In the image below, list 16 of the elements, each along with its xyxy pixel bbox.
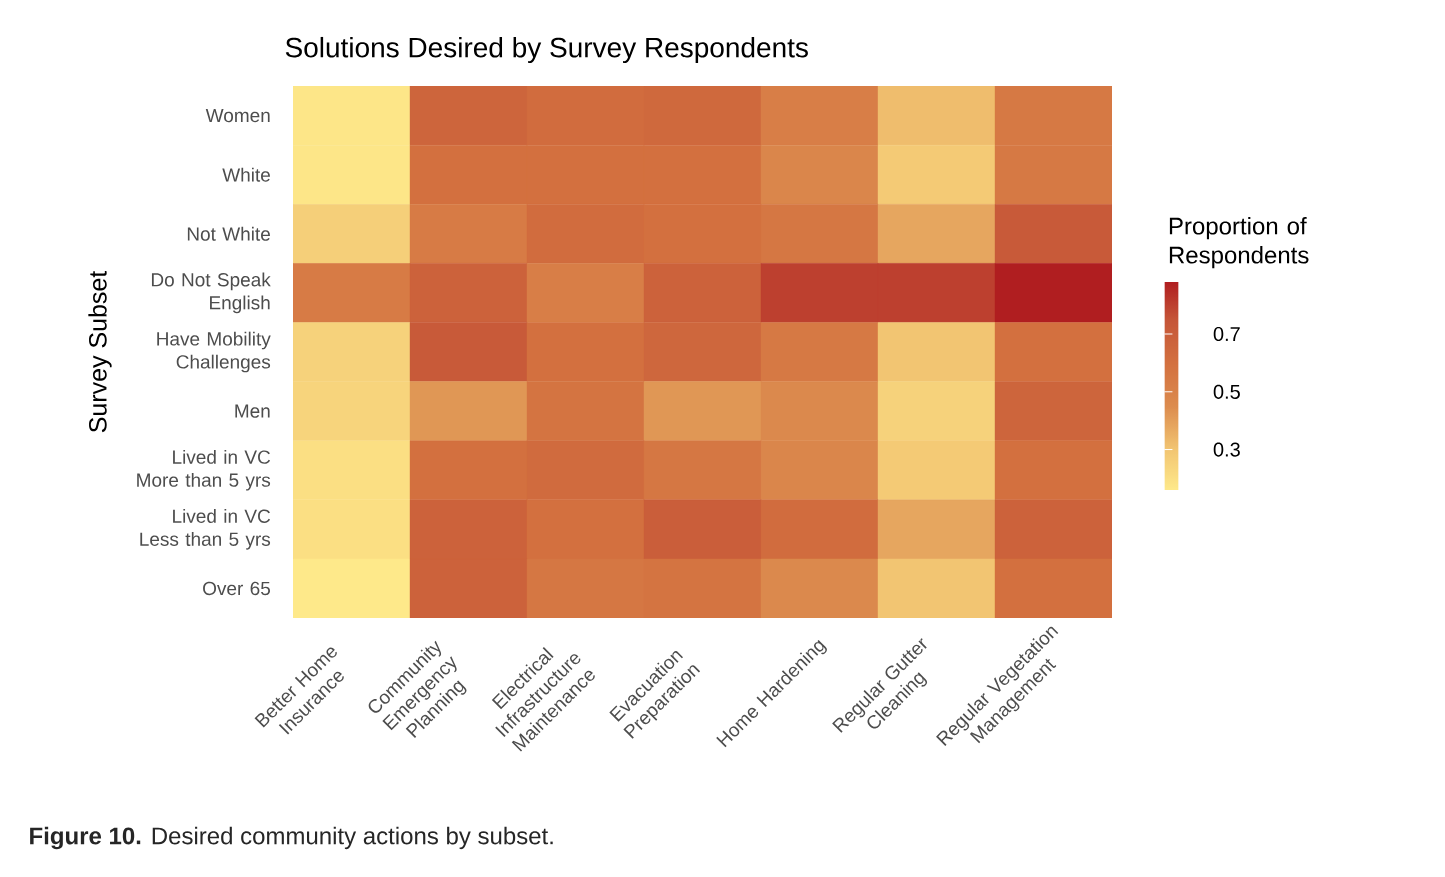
y-tick-label: White: [222, 167, 270, 182]
text: Figure 10. Desired community actions by subset.: [30, 826, 553, 850]
y-tick-label: Over 65: [203, 581, 270, 596]
y-tick-label: Women: [205, 108, 270, 123]
color-bar-label: 0.5: [1213, 384, 1240, 399]
y-tick-label: Do Not Speak English: [151, 272, 271, 314]
chart-title: Solutions Desired by Survey Respondents: [285, 36, 808, 64]
color-bar-title: Proportion of Respondents: [1169, 216, 1309, 269]
y-tick-label: Lived in VC Less than 5 yrs: [140, 509, 271, 550]
y-tick-label: Have Mobility Challenges: [157, 331, 271, 373]
y-tick-label: Men: [235, 404, 270, 418]
y-axis-title: Survey Subset: [88, 270, 112, 433]
y-tick-label: Not White: [187, 226, 270, 241]
y-tick-label: Lived in VC More than 5 yrs: [137, 449, 271, 491]
color-bar-label: 0.7: [1213, 326, 1240, 342]
color-bar-label: 0.3: [1213, 442, 1240, 457]
